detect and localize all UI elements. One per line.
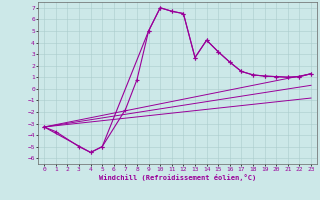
X-axis label: Windchill (Refroidissement éolien,°C): Windchill (Refroidissement éolien,°C) (99, 174, 256, 181)
